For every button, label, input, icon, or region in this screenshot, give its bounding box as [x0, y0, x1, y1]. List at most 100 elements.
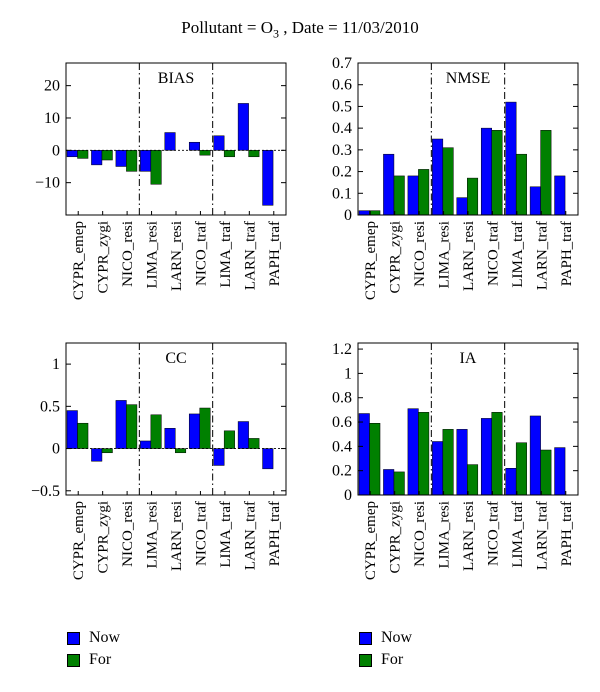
x-tick-label: LIMA_resi — [145, 501, 161, 569]
y-tick-label: 0.6 — [332, 77, 352, 94]
bar-for-nico-resi — [126, 404, 138, 449]
panel-title: BIAS — [158, 70, 194, 87]
legend-item-now: Now — [359, 627, 412, 649]
x-tick-label: CYPR_zygi — [96, 501, 112, 574]
bar-now-lima-traf — [505, 101, 517, 216]
y-tick-label: 0.1 — [332, 185, 352, 202]
x-tick-label: PAPH_traf — [267, 501, 283, 566]
bar-now-paph-traf — [262, 150, 274, 206]
bar-for-larn-resi — [467, 177, 479, 216]
y-tick-label: 0 — [344, 207, 352, 224]
bar-now-nico-traf — [188, 413, 200, 449]
x-tick-label: PAPH_traf — [559, 501, 575, 566]
bar-now-lima-resi — [432, 138, 444, 216]
legend-label-now: Now — [89, 629, 121, 646]
x-tick-label: CYPR_emep — [71, 501, 87, 580]
bar-for-larn-traf — [248, 438, 260, 449]
bar-now-larn-resi — [164, 132, 176, 151]
legend-item-for: For — [67, 649, 120, 671]
bar-for-larn-resi — [175, 448, 187, 454]
bar-for-lima-resi — [442, 429, 454, 496]
bar-now-larn-resi — [456, 429, 468, 496]
bar-for-lima-traf — [223, 150, 235, 158]
bar-now-lima-traf — [505, 468, 517, 496]
legend-right: Now For — [359, 627, 412, 671]
bar-for-lima-traf — [223, 430, 235, 449]
panel-ia: 0 0.2 0.4 0.6 0.8 1 1.2 CYPR_emep CYPR_zygi NICO_… — [332, 341, 579, 580]
bar-now-cypr-emep — [358, 413, 370, 496]
y-tick-label: 0.7 — [332, 55, 352, 72]
bar-now-larn-traf — [237, 103, 249, 151]
bar-for-cypr-emep — [77, 422, 89, 449]
bar-for-lima-resi — [150, 150, 162, 185]
x-tick-label: PAPH_traf — [559, 221, 575, 286]
x-tick-label: LIMA_traf — [510, 501, 526, 568]
y-tick-label: 20 — [44, 78, 60, 95]
x-tick-label: LARN_traf — [534, 221, 550, 290]
bar-for-lima-resi — [442, 147, 454, 216]
x-tick-label: LIMA_traf — [510, 221, 526, 288]
bar-now-lima-resi — [140, 150, 152, 172]
bar-now-nico-traf — [480, 127, 492, 216]
bar-now-larn-resi — [456, 197, 468, 216]
x-tick-label: NICO_traf — [485, 501, 501, 566]
bar-now-cypr-emep — [66, 410, 78, 449]
panel-title: IA — [460, 350, 477, 367]
x-tick-label: NICO_traf — [193, 501, 209, 566]
y-tick-label: 0.2 — [332, 463, 352, 480]
legend-swatch-now — [67, 631, 80, 645]
x-tick-label: CYPR_emep — [71, 221, 87, 300]
legend-left: Now For — [67, 627, 120, 671]
y-tick-label: 0.6 — [332, 414, 352, 431]
x-tick-label: LARN_traf — [242, 501, 258, 570]
bar-now-cypr-zygi — [383, 469, 395, 496]
panel-cc: −0.5 0 0.5 1 CYPR_emep CYPR_zygi NICO_resi LIMA… — [31, 342, 287, 580]
figure-title: Pollutant = O3 , Date = 11/03/2010 — [181, 18, 419, 41]
bar-now-paph-traf — [554, 447, 566, 496]
bar-now-nico-traf — [480, 418, 492, 496]
y-tick-label: 0 — [52, 142, 60, 159]
bar-now-nico-resi — [115, 400, 127, 449]
bar-now-cypr-zygi — [91, 150, 103, 166]
x-tick-label: LARN_resi — [461, 501, 477, 571]
bar-for-nico-resi — [126, 150, 138, 172]
x-tick-label: CYPR_emep — [363, 501, 379, 580]
x-tick-label: LARN_resi — [169, 221, 185, 291]
x-tick-label: LARN_resi — [169, 501, 185, 571]
x-tick-label: NICO_resi — [120, 501, 136, 567]
x-tick-label: LIMA_traf — [218, 221, 234, 288]
x-tick-label: LIMA_resi — [145, 221, 161, 289]
bar-for-larn-traf — [540, 130, 552, 216]
legend-swatch-for — [67, 653, 80, 667]
y-tick-label: −10 — [35, 175, 60, 192]
y-tick-label: 0.5 — [332, 98, 352, 115]
bar-now-cypr-zygi — [91, 448, 103, 462]
bar-now-nico-resi — [407, 175, 419, 216]
bar-for-nico-traf — [199, 407, 211, 449]
x-tick-label: LIMA_resi — [437, 501, 453, 569]
y-tick-label: 0.2 — [332, 164, 352, 181]
bar-for-cypr-zygi — [393, 471, 405, 496]
y-tick-label: 0.4 — [332, 120, 352, 137]
bar-now-lima-resi — [432, 441, 444, 496]
x-tick-label: CYPR_zygi — [388, 501, 404, 574]
bar-for-nico-traf — [491, 412, 503, 496]
bar-now-lima-traf — [213, 135, 225, 151]
bar-for-cypr-zygi — [101, 448, 113, 454]
y-tick-label: 0.5 — [40, 398, 60, 415]
y-tick-label: 0.8 — [332, 390, 352, 407]
legend-item-for: For — [359, 649, 412, 671]
legend-item-now: Now — [67, 627, 120, 649]
bar-now-cypr-emep — [66, 150, 78, 158]
x-tick-label: LARN_traf — [242, 221, 258, 290]
bar-for-nico-resi — [418, 412, 430, 496]
bar-for-nico-traf — [491, 130, 503, 216]
x-tick-label: PAPH_traf — [267, 221, 283, 286]
legend-swatch-now — [359, 631, 372, 645]
bar-for-lima-resi — [150, 414, 162, 449]
bar-now-larn-resi — [164, 428, 176, 449]
bar-now-larn-traf — [237, 421, 249, 449]
y-tick-label: 0 — [52, 441, 60, 458]
bar-for-cypr-zygi — [101, 150, 113, 161]
